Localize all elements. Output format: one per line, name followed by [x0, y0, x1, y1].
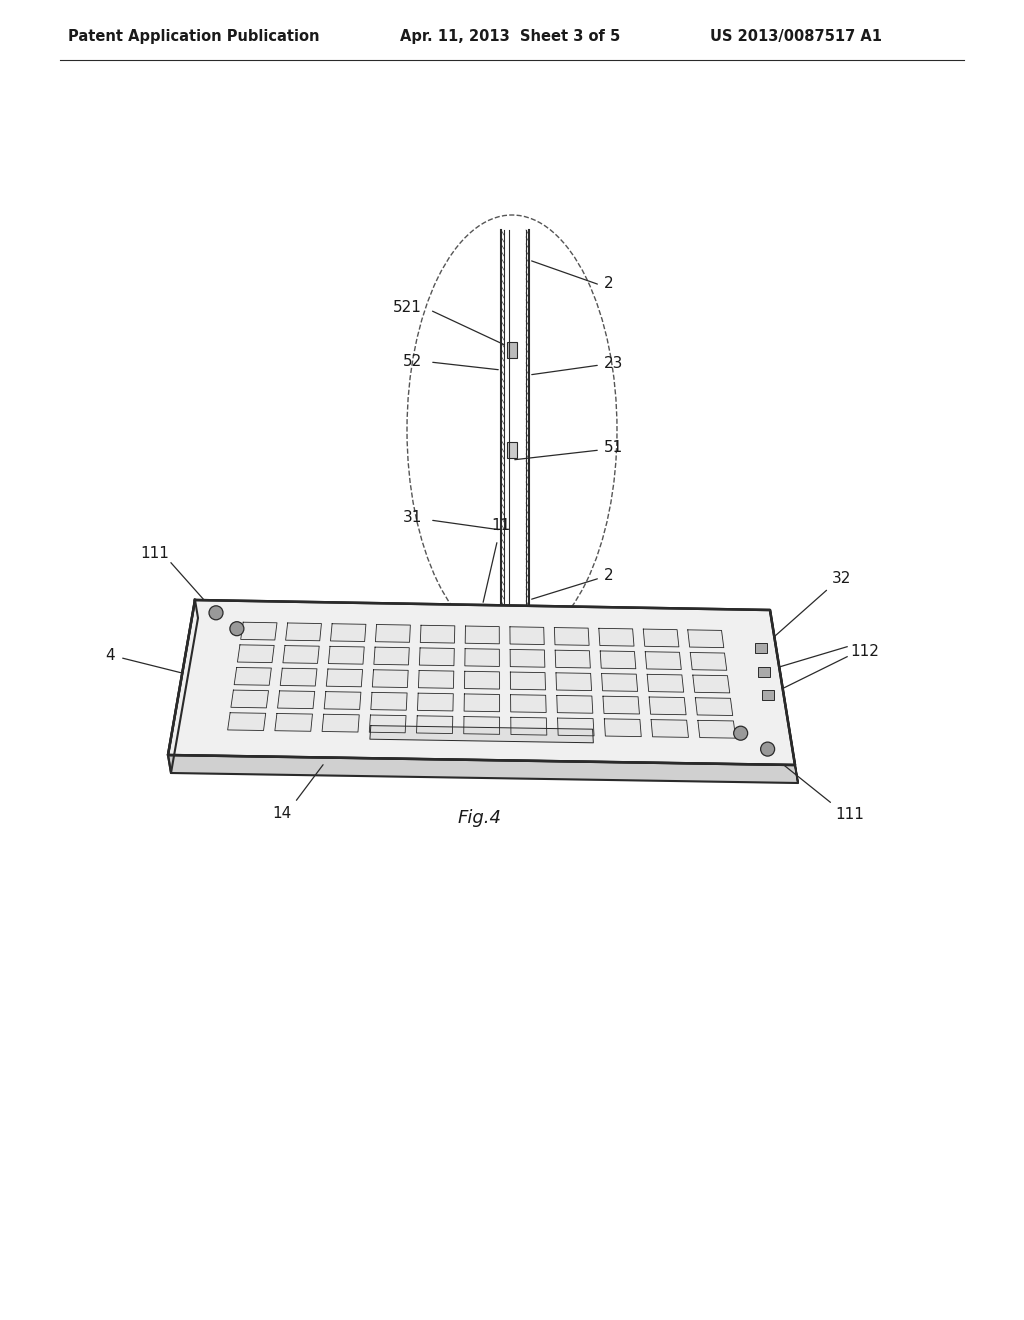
Polygon shape: [327, 669, 362, 686]
Polygon shape: [645, 652, 681, 669]
Polygon shape: [371, 693, 408, 710]
Text: Apr. 11, 2013  Sheet 3 of 5: Apr. 11, 2013 Sheet 3 of 5: [400, 29, 621, 45]
Polygon shape: [599, 628, 634, 645]
Polygon shape: [325, 692, 360, 709]
Text: 52: 52: [402, 355, 422, 370]
Polygon shape: [374, 647, 410, 665]
Polygon shape: [281, 668, 317, 686]
Polygon shape: [286, 623, 322, 640]
Text: 111: 111: [140, 545, 169, 561]
Bar: [755, 643, 767, 653]
Text: 14: 14: [272, 805, 292, 821]
Text: 11: 11: [490, 517, 510, 533]
Polygon shape: [554, 627, 589, 645]
Polygon shape: [557, 718, 594, 735]
Polygon shape: [465, 648, 500, 667]
Text: 2: 2: [604, 276, 613, 290]
Polygon shape: [373, 669, 409, 688]
Polygon shape: [510, 649, 545, 667]
Bar: [762, 690, 774, 700]
Polygon shape: [376, 624, 411, 643]
Polygon shape: [168, 601, 795, 766]
Text: 32: 32: [831, 572, 851, 586]
Polygon shape: [698, 721, 735, 738]
Polygon shape: [370, 726, 593, 743]
Polygon shape: [651, 719, 688, 738]
Polygon shape: [238, 645, 274, 663]
Circle shape: [761, 742, 774, 756]
Text: Fig.3: Fig.3: [490, 667, 534, 684]
Text: Fig.4: Fig.4: [458, 809, 502, 828]
Bar: [758, 667, 770, 677]
Text: 2: 2: [604, 569, 613, 583]
Polygon shape: [601, 673, 638, 692]
Polygon shape: [643, 630, 679, 647]
Polygon shape: [168, 755, 798, 783]
Circle shape: [209, 606, 223, 620]
Polygon shape: [695, 698, 733, 715]
Polygon shape: [168, 601, 198, 774]
Polygon shape: [604, 719, 641, 737]
Polygon shape: [647, 675, 684, 692]
Text: US 2013/0087517 A1: US 2013/0087517 A1: [710, 29, 882, 45]
Polygon shape: [555, 651, 591, 668]
Text: Patent Application Publication: Patent Application Publication: [68, 29, 319, 45]
Polygon shape: [274, 714, 312, 731]
Polygon shape: [556, 673, 592, 690]
Text: 112: 112: [850, 644, 879, 659]
Polygon shape: [370, 715, 406, 733]
Polygon shape: [649, 697, 686, 714]
Polygon shape: [419, 671, 454, 688]
Polygon shape: [770, 610, 798, 783]
Polygon shape: [511, 717, 547, 735]
Polygon shape: [278, 690, 314, 709]
Circle shape: [230, 622, 244, 636]
Polygon shape: [227, 713, 265, 730]
Circle shape: [733, 726, 748, 741]
Polygon shape: [329, 647, 365, 664]
Text: 521: 521: [393, 301, 422, 315]
Bar: [507, 442, 517, 458]
Polygon shape: [241, 622, 276, 640]
Text: 23: 23: [604, 355, 624, 371]
Polygon shape: [464, 717, 500, 734]
Text: 51: 51: [604, 441, 624, 455]
Polygon shape: [510, 672, 546, 690]
Polygon shape: [603, 696, 639, 714]
Polygon shape: [464, 694, 500, 711]
Polygon shape: [418, 693, 454, 711]
Polygon shape: [234, 668, 271, 685]
Text: 111: 111: [836, 807, 864, 822]
Polygon shape: [417, 715, 453, 734]
Polygon shape: [600, 651, 636, 669]
Text: 4: 4: [105, 648, 115, 663]
Polygon shape: [465, 672, 500, 689]
Polygon shape: [557, 696, 593, 713]
Polygon shape: [331, 624, 366, 642]
Polygon shape: [465, 626, 500, 644]
Polygon shape: [510, 627, 544, 644]
Polygon shape: [283, 645, 319, 664]
Polygon shape: [231, 690, 268, 708]
Text: 31: 31: [402, 511, 422, 525]
Polygon shape: [420, 648, 455, 665]
Polygon shape: [688, 630, 724, 648]
Polygon shape: [420, 626, 455, 643]
Polygon shape: [511, 694, 546, 713]
Polygon shape: [690, 652, 727, 671]
Bar: [507, 342, 517, 358]
Polygon shape: [323, 714, 359, 733]
Polygon shape: [693, 675, 730, 693]
